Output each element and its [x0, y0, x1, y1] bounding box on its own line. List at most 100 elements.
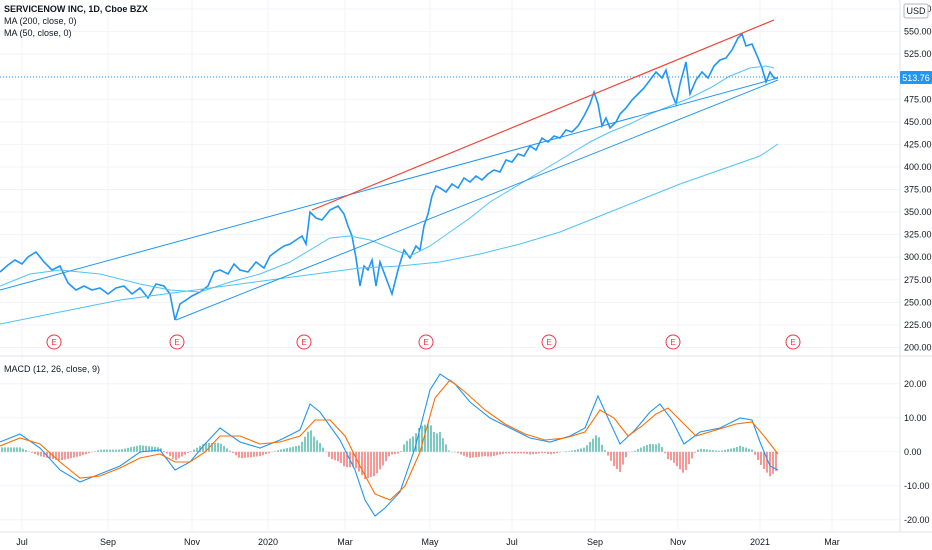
histogram-bar [607, 451, 609, 456]
histogram-bar [187, 451, 189, 453]
histogram-bar [670, 451, 672, 461]
histogram-bar [586, 445, 588, 452]
histogram-bar [40, 451, 42, 457]
legend-ma50: MA (50, close, 0) [4, 28, 72, 38]
histogram-bar [553, 451, 555, 454]
histogram-bar [379, 451, 381, 470]
histogram-bar [574, 449, 576, 452]
histogram-bar [601, 444, 603, 452]
histogram-bar [646, 445, 648, 452]
x-tick-label: Mar [337, 537, 353, 547]
histogram-bar [421, 425, 423, 452]
histogram-bar [157, 447, 159, 452]
earnings-marker-circle [296, 334, 312, 350]
histogram-bar [490, 451, 492, 457]
currency-box: USD [903, 3, 929, 19]
histogram-bar [235, 451, 237, 456]
price-tick-label: 375.00 [904, 185, 932, 195]
histogram-bar [142, 445, 144, 452]
histogram-bar [466, 451, 468, 457]
earnings-marker-label: E [670, 338, 675, 347]
earnings-marker-label: E [423, 338, 428, 347]
earnings-marker-label: E [790, 338, 795, 347]
histogram-bar [130, 447, 132, 452]
histogram-bar [316, 440, 318, 452]
histogram-bar [67, 451, 69, 459]
histogram-bar [61, 451, 63, 461]
histogram-bar [712, 450, 714, 452]
histogram-bar [706, 449, 708, 452]
histogram-bar [688, 451, 690, 465]
histogram-bar [391, 451, 393, 455]
histogram-bar [328, 451, 330, 457]
histogram-bar [199, 445, 201, 452]
histogram-bar [229, 450, 231, 452]
histogram-bar [430, 425, 432, 452]
histogram-bar [409, 438, 411, 452]
histogram-bar [136, 445, 138, 452]
histogram-bar [484, 451, 486, 457]
price-tag: 513.76 [900, 71, 932, 84]
histogram-bar [376, 451, 378, 474]
histogram-bar [655, 444, 657, 452]
grid [0, 0, 900, 530]
series-macd [0, 373, 779, 517]
histogram-bar [58, 451, 60, 461]
legend-ma200: MA (200, close, 0) [4, 16, 77, 26]
earnings-marker: E [541, 334, 557, 350]
histogram-bar [352, 451, 354, 468]
histogram-bar [649, 443, 651, 452]
histogram-bar [88, 451, 90, 454]
histogram-bar [439, 432, 441, 452]
histogram-bar [214, 443, 216, 452]
earnings-marker-circle [665, 334, 681, 350]
histogram-bar [358, 451, 360, 472]
histogram-bar [493, 451, 495, 456]
histogram-bar [508, 451, 510, 454]
histogram-bar [529, 451, 531, 455]
histogram-bar [775, 451, 777, 472]
price-tick-label: 250.00 [904, 297, 932, 307]
histogram-bar [634, 450, 636, 452]
x-tick-label: 2020 [258, 537, 278, 547]
histogram-bar [496, 451, 498, 456]
histogram-bar [556, 451, 558, 454]
currency-label: USD [906, 6, 926, 16]
histogram-bar [457, 451, 459, 454]
histogram-bar [544, 451, 546, 453]
histogram-bar [682, 451, 684, 473]
histogram-bar [373, 451, 375, 477]
histogram-bar [622, 451, 624, 465]
histogram-bar [31, 451, 33, 453]
histogram-bar [769, 451, 771, 477]
histogram-bar [730, 448, 732, 452]
histogram-bar [82, 451, 84, 456]
histogram-bar [313, 436, 315, 452]
histogram-bar [694, 451, 696, 453]
histogram-bar [226, 448, 228, 452]
histogram-bar [727, 449, 729, 452]
histogram-bar [361, 451, 363, 476]
earnings-marker-circle [169, 334, 185, 350]
histogram-bar [19, 447, 21, 452]
histogram-bar [280, 449, 282, 452]
histogram-bar [337, 451, 339, 462]
histogram-bar [604, 450, 606, 452]
histogram-bar [547, 451, 549, 454]
histogram-bar [640, 447, 642, 452]
histogram-bar [34, 451, 36, 454]
histogram-bar [532, 451, 534, 455]
histogram-bar [448, 450, 450, 452]
earnings-marker-label: E [51, 338, 56, 347]
price-tick-label: 350.00 [904, 207, 932, 217]
histogram-bar [220, 443, 222, 452]
macd-tick-label: 0.00 [904, 447, 922, 457]
histogram-bar [151, 446, 153, 452]
histogram-bar [4, 447, 6, 452]
histogram-bar [193, 449, 195, 452]
histogram-bar [637, 449, 639, 452]
histogram-bar [127, 447, 129, 452]
histogram-bar [247, 451, 249, 458]
series-price [0, 32, 778, 321]
